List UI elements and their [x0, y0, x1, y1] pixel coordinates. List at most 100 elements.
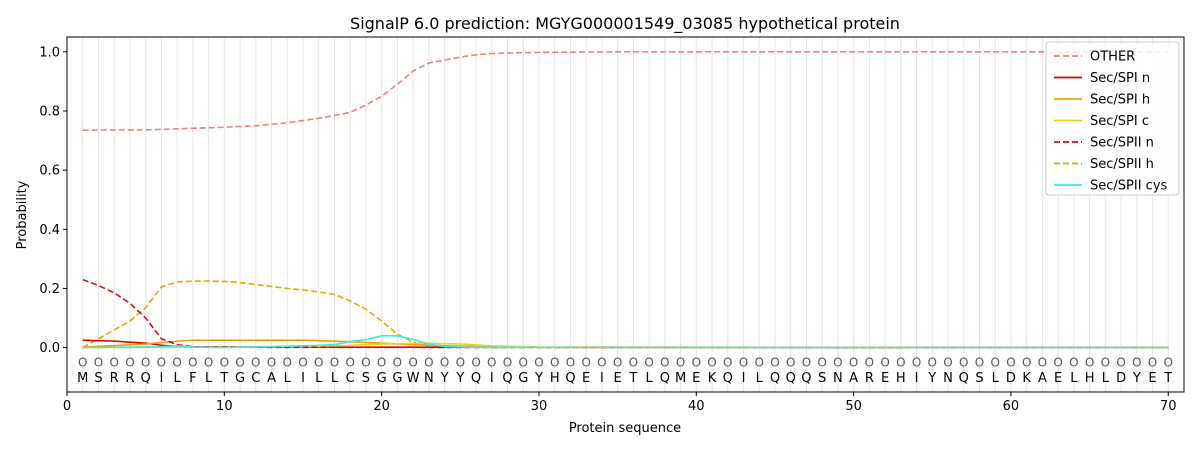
y-axis-ticks: 0.0 0.2 0.4 0.6 0.8 1.0	[39, 45, 67, 356]
region-label: O	[503, 355, 512, 369]
residue-label: Q	[565, 371, 575, 386]
region-label: O	[471, 355, 480, 369]
residue-label: D	[1006, 371, 1016, 386]
x-tick-label: 0	[63, 399, 71, 414]
residue-label: Q	[959, 371, 969, 386]
region-label: O	[833, 355, 842, 369]
series-line	[82, 50, 1169, 131]
residue-label: A	[267, 371, 276, 386]
region-label: O	[707, 355, 716, 369]
x-tick-label: 30	[531, 399, 548, 414]
residue-label: L	[284, 371, 292, 386]
region-label: O	[786, 355, 795, 369]
region-label: O	[94, 355, 103, 369]
residue-label: G	[518, 371, 528, 386]
region-label: O	[629, 355, 638, 369]
residue-label: N	[833, 371, 843, 386]
residue-label: Q	[770, 371, 780, 386]
plot-frame	[66, 36, 1185, 393]
region-label: O	[676, 355, 685, 369]
residue-label: N	[943, 371, 953, 386]
residue-label: S	[94, 371, 102, 386]
series-lines	[82, 50, 1169, 349]
region-label: O	[1164, 355, 1173, 369]
region-label: O	[959, 355, 968, 369]
residue-label: H	[1085, 371, 1095, 386]
region-label: O	[865, 355, 874, 369]
region-label: O	[141, 355, 150, 369]
residue-label: L	[645, 371, 653, 386]
region-label: O	[581, 355, 590, 369]
residue-label: I	[490, 371, 494, 386]
residue-label: L	[174, 371, 182, 386]
residue-label: S	[818, 371, 826, 386]
region-label: O	[1132, 355, 1141, 369]
region-label: O	[1053, 355, 1062, 369]
region-label: O	[644, 355, 653, 369]
region-label: O	[1006, 355, 1015, 369]
region-label: O	[928, 355, 937, 369]
region-label: O	[157, 355, 166, 369]
region-label: O	[267, 355, 276, 369]
region-label: O	[1038, 355, 1047, 369]
region-label: O	[345, 355, 354, 369]
region-label: O	[613, 355, 622, 369]
residue-label: Q	[660, 371, 670, 386]
region-label: O	[109, 355, 118, 369]
legend: OTHER Sec/SPI n Sec/SPI h Sec/SPI c Sec/SPII…	[1045, 41, 1180, 196]
region-label: O	[912, 355, 921, 369]
region-label: O	[440, 355, 449, 369]
legend-label: Sec/SPI n	[1090, 71, 1150, 86]
residue-label: G	[392, 371, 402, 386]
residue-label: R	[125, 371, 134, 386]
residue-label: L	[1070, 371, 1078, 386]
region-label: O	[188, 355, 197, 369]
residue-label: Y	[440, 371, 449, 386]
residue-label: E	[614, 371, 622, 386]
residue-label: F	[189, 371, 196, 386]
y-tick-label: 0.6	[39, 164, 60, 179]
region-label: O	[519, 355, 528, 369]
region-label: O	[361, 355, 370, 369]
region-label: O	[943, 355, 952, 369]
region-label: O	[723, 355, 732, 369]
residue-label: R	[110, 371, 119, 386]
residue-label: G	[377, 371, 387, 386]
residue-label: H	[896, 371, 906, 386]
residue-label: C	[251, 371, 260, 386]
x-axis-label: Protein sequence	[569, 421, 681, 436]
region-label: O	[566, 355, 575, 369]
region-label: O	[298, 355, 307, 369]
series-line	[82, 334, 1169, 349]
region-label: O	[739, 355, 748, 369]
y-tick-label: 1.0	[39, 45, 60, 60]
region-label: O	[550, 355, 559, 369]
x-tick-label: 60	[1003, 399, 1020, 414]
residue-label: K	[708, 371, 717, 386]
region-label: O	[990, 355, 999, 369]
y-tick-label: 0.4	[39, 223, 60, 238]
residue-label: T	[628, 371, 637, 386]
region-label: O	[125, 355, 134, 369]
residue-label: T	[219, 371, 228, 386]
chart-title: SignalP 6.0 prediction: MGYG000001549_03…	[350, 14, 900, 34]
residue-label: E	[692, 371, 700, 386]
residue-label: S	[362, 371, 370, 386]
y-tick-label: 0.8	[39, 104, 60, 119]
region-label: O	[597, 355, 606, 369]
residue-label: M	[77, 371, 88, 386]
x-tick-label: 10	[216, 399, 233, 414]
residue-label: A	[849, 371, 858, 386]
residue-label: E	[1054, 371, 1062, 386]
residue-label: Q	[723, 371, 733, 386]
region-label: O	[1085, 355, 1094, 369]
residue-label: A	[1038, 371, 1047, 386]
residue-label: T	[1163, 371, 1172, 386]
region-label: O	[770, 355, 779, 369]
legend-label: Sec/SPII n	[1090, 136, 1154, 151]
residue-label: M	[675, 371, 686, 386]
residue-label: Q	[801, 371, 811, 386]
residue-label: G	[235, 371, 245, 386]
residue-label: I	[742, 371, 746, 386]
